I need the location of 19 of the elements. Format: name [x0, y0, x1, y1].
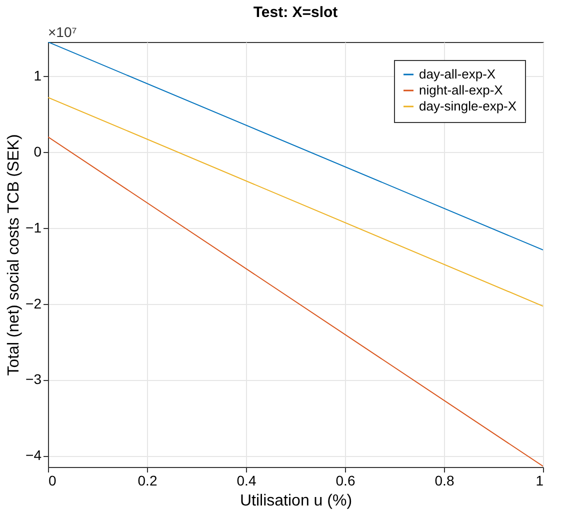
legend-label: day-single-exp-X	[419, 98, 517, 114]
x-tick-label: 0.6	[336, 472, 356, 488]
x-tick-label: 0.2	[138, 472, 158, 488]
y-tick-label: −4	[26, 447, 42, 464]
y-axis-title: Total (net) social costs TCB (SEK)	[6, 134, 23, 376]
x-tick-label: 0.4	[236, 472, 256, 488]
legend-label: night-all-exp-X	[419, 82, 504, 98]
y-tick-label: −2	[26, 295, 42, 312]
x-axis-title: Utilisation u (%)	[240, 492, 352, 510]
x-tick-label: 0	[48, 472, 56, 488]
y-tick-label: 0	[34, 144, 42, 160]
text: ×10⁷	[48, 24, 77, 40]
y-tick-label: −3	[26, 371, 42, 388]
legend-label: day-all-exp-X	[419, 66, 496, 82]
x-tick-label: 1	[536, 472, 544, 488]
y-tick-label: −1	[26, 219, 42, 236]
x-tick-label: 0.8	[434, 472, 454, 488]
chart-title: Test: X=slot	[253, 4, 338, 21]
y-tick-label: 1	[34, 68, 42, 84]
